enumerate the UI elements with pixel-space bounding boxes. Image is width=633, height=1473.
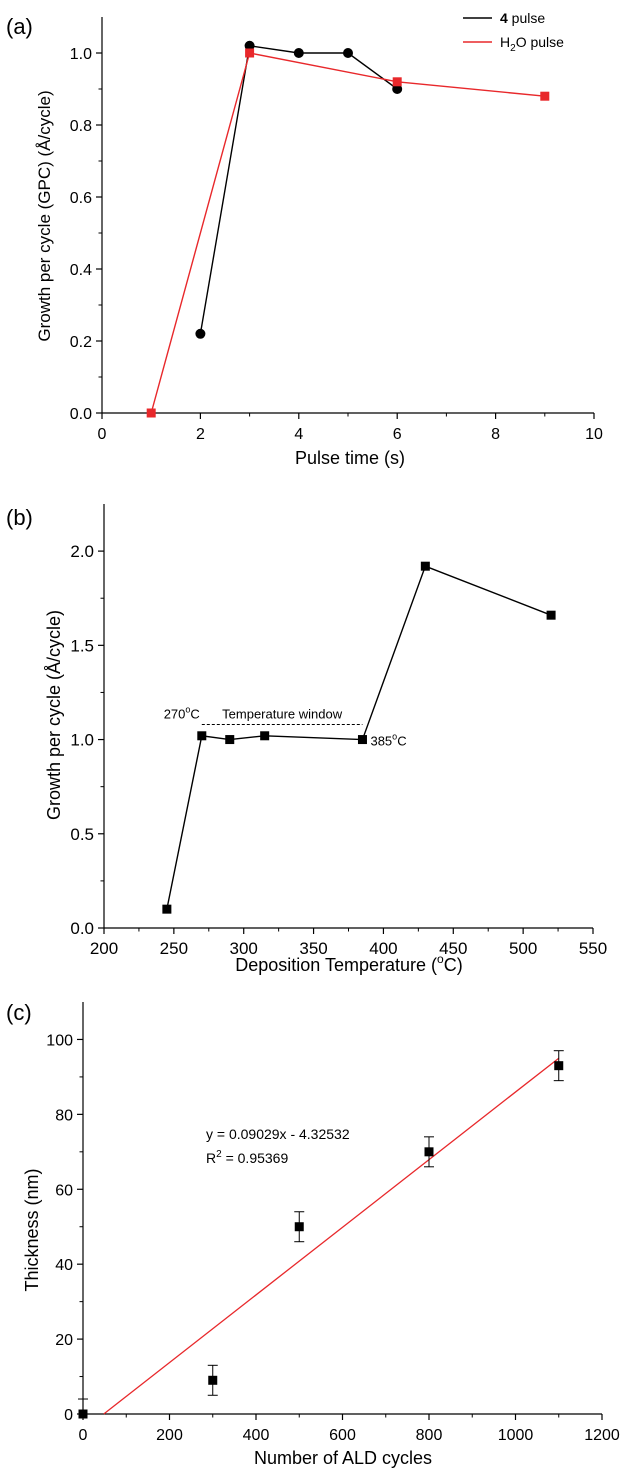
panel-b-y-tick-label-1-5: 1.5 [70, 636, 94, 655]
panel-a-y-tick-label-1-0: 1.0 [70, 46, 92, 63]
panel-a-series-1-point-1 [195, 328, 206, 339]
panel-a-axes: 0 2 4 6 8 10 0.0 0.2 0.4 0.6 0.8 1.0 [70, 17, 603, 443]
panel-c-x-tick-label-800: 800 [416, 1427, 443, 1444]
panel-c-y-axis-title: Thickness (nm) [22, 1168, 42, 1291]
panel-c-axes: 0 200 400 600 800 1000 1200 0 20 40 60 80 100 [46, 1002, 620, 1444]
panel-c-x-tick-label-200: 200 [156, 1427, 183, 1444]
panel-a-y-tick-label-0-0: 0.0 [70, 406, 92, 423]
label-270c: 270oC [164, 704, 200, 721]
panel-b-x-tick-label-300: 300 [230, 939, 258, 958]
panel-a-x-axis-title: Pulse time (s) [295, 448, 405, 468]
panel-c-fit-line [103, 1057, 560, 1415]
panel-a-series-1-line [199, 45, 398, 334]
panel-c-x-tick-label-600: 600 [329, 1427, 356, 1444]
panel-c-y-tick-label-40: 40 [55, 1257, 73, 1274]
panel-a-x-tick-label-10: 10 [585, 426, 603, 443]
panel-c-y-tick-label-60: 60 [55, 1182, 73, 1199]
panel-c-series-1-point-2 [208, 1375, 218, 1385]
panel-a-series-2-point-1 [146, 408, 156, 418]
panel-c-y-tick-label-0: 0 [64, 1407, 73, 1424]
panel-c-x-tick-label-1000: 1000 [498, 1427, 534, 1444]
panel-c-x-axis-title: Number of ALD cycles [254, 1448, 432, 1468]
panel-a-x-tick-label-4: 4 [294, 426, 303, 443]
panel-a-x-tick-label-0: 0 [98, 426, 107, 443]
panel-b-x-tick-label-250: 250 [160, 939, 188, 958]
panel-a-marks [146, 40, 550, 418]
panel-a-series-1-point-4 [343, 48, 353, 58]
temperature-window-label: Temperature window [222, 706, 343, 721]
panel-a-series-2-point-3 [392, 77, 402, 87]
legend-label-h2o-pulse: H2O pulse [500, 34, 564, 54]
panel-a-series-2-line [150, 52, 545, 414]
fit-equation: y = 0.09029x - 4.32532 [206, 1126, 350, 1142]
panel-a-y-tick-label-0-8: 0.8 [70, 118, 92, 135]
panel-c-label: (c) [6, 1000, 32, 1025]
panel-b-y-tick-label-0-5: 0.5 [70, 825, 94, 844]
panel-b-marks [162, 561, 556, 914]
panel-b-y-tick-label-1-0: 1.0 [70, 731, 94, 750]
panel-c-series-1-point-3 [294, 1222, 304, 1232]
panel-c-chart: (c) Number of ALD cycles Thickness (nm) … [6, 1000, 620, 1468]
panel-a-series-1-point-2 [244, 40, 255, 51]
fit-r-squared: R2 = 0.95369 [206, 1149, 288, 1166]
panel-a-y-tick-label-0-2: 0.2 [70, 334, 92, 351]
panel-b-x-tick-label-350: 350 [299, 939, 327, 958]
panel-b-x-tick-label-200: 200 [90, 939, 118, 958]
panel-b-x-tick-label-450: 450 [439, 939, 467, 958]
panel-a-y-tick-label-0-4: 0.4 [70, 262, 92, 279]
panel-c-series-1-point-1 [78, 1409, 88, 1419]
panel-b-chart: (b) Deposition Temperature (oC) Growth p… [6, 504, 607, 975]
panel-b-series-1-point-5 [357, 735, 367, 745]
label-385c: 385oC [370, 732, 406, 749]
panel-b-x-tick-label-400: 400 [369, 939, 397, 958]
panel-b-x-tick-label-500: 500 [509, 939, 537, 958]
panel-c-x-tick-label-1200: 1200 [584, 1427, 620, 1444]
panel-b-series-1-point-2 [197, 731, 207, 741]
panel-b-label: (b) [6, 505, 33, 530]
panel-b-x-axis-title: Deposition Temperature (oC) [235, 952, 462, 975]
panel-b-y-tick-label-0-0: 0.0 [70, 919, 94, 938]
legend-label-4-pulse: 4 pulse [500, 10, 545, 26]
panel-b-series-1-point-6 [420, 561, 430, 571]
panel-c-x-tick-label-0: 0 [79, 1427, 88, 1444]
panel-a-x-tick-label-8: 8 [491, 426, 500, 443]
panel-b-series-1-point-7 [546, 610, 556, 620]
panel-c-marks [78, 1050, 564, 1419]
panel-a-chart: (a) Pulse time (s) Growth per cycle (GPC… [6, 10, 603, 468]
panel-a-legend: 4 pulse H2O pulse [463, 10, 564, 54]
panel-b-axes: 200 250 300 350 400 450 500 550 0.0 0.5 1.0 1.5 2.0 [70, 504, 607, 958]
panel-a-y-axis-title: Growth per cycle (GPC) (Å/cycle) [35, 90, 54, 341]
panel-b-annotations: Temperature window 270oC 385oC [164, 704, 407, 748]
panel-a-y-tick-label-0-6: 0.6 [70, 190, 92, 207]
panel-b-x-tick-label-550: 550 [579, 939, 607, 958]
panel-c-x-tick-label-400: 400 [243, 1427, 270, 1444]
panel-b-series-1-point-1 [162, 904, 172, 914]
panel-a-series-1-point-3 [293, 48, 304, 58]
panel-c-y-tick-label-20: 20 [55, 1332, 73, 1349]
panel-c-y-tick-label-80: 80 [55, 1107, 73, 1124]
panel-b-series-1-point-4 [260, 731, 270, 741]
panel-b-y-tick-label-2-0: 2.0 [70, 542, 94, 561]
panel-c-y-tick-label-100: 100 [46, 1032, 73, 1049]
panel-a-series-1-point-5 [392, 84, 403, 94]
panel-c-series-1-point-5 [554, 1061, 564, 1071]
panel-b-series-1-point-3 [225, 735, 235, 745]
panel-a-series-2-point-4 [540, 91, 550, 101]
panel-a-x-tick-label-2: 2 [196, 426, 205, 443]
panel-c-fit-annotation: y = 0.09029x - 4.32532 R2 = 0.95369 [206, 1126, 350, 1166]
panel-b-y-axis-title: Growth per cycle (Å/cycle) [44, 610, 64, 820]
panel-a-label: (a) [6, 14, 33, 39]
panel-c-series-1-point-4 [424, 1147, 434, 1157]
panel-a-series-2-point-2 [245, 48, 255, 58]
panel-a-x-tick-label-6: 6 [393, 426, 402, 443]
